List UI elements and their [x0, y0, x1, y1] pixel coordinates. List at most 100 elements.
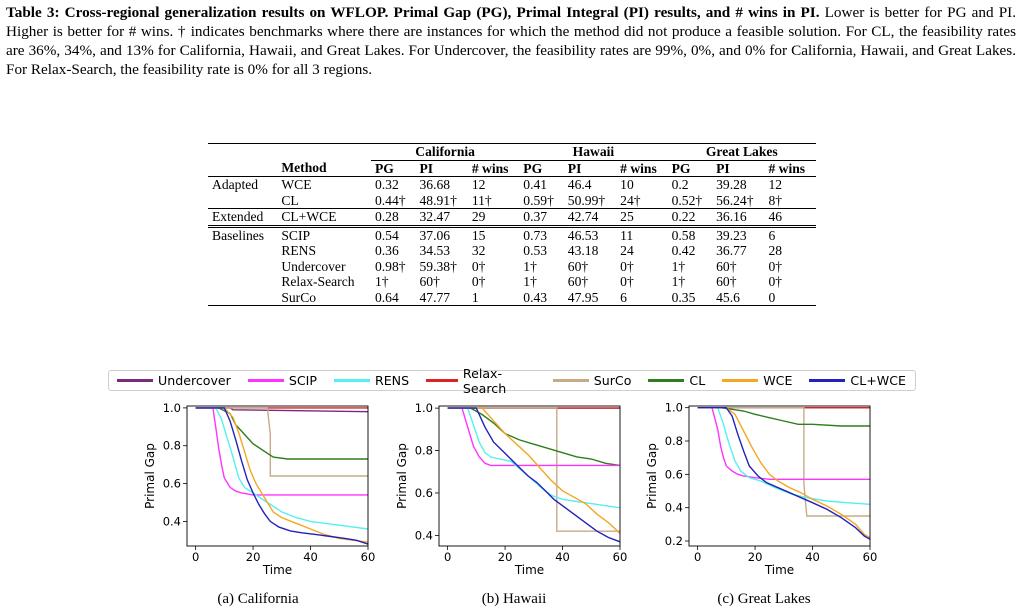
subcaption-hawaii: (b) Hawaii — [481, 591, 547, 607]
value-cell: 0.44† — [374, 192, 406, 208]
group-label — [208, 274, 277, 290]
legend-item: Relax-Search — [418, 366, 536, 396]
caption-title: Cross-regional generalization results on… — [64, 4, 820, 21]
value-cell: 0.42 — [671, 243, 696, 258]
legend-item: SurCo — [545, 373, 631, 388]
y-tick-label: 0.6 — [415, 486, 433, 500]
value-cell: 0.36 — [374, 243, 399, 258]
value-cell: 60† — [716, 274, 737, 289]
x-tick-label: 0 — [694, 550, 701, 564]
metric-header: PI — [716, 160, 730, 176]
group-label: Baselines — [212, 227, 265, 243]
value-cell: 36.77 — [716, 243, 747, 258]
table-row: Baselines SCIP 0.54 37.06 15 0.73 46.53 11 0.58 3… — [208, 226, 816, 243]
y-axis-label: Primal Gap — [395, 443, 409, 509]
table-row: Adapted WCE 0.32 36.68 12 0.41 46.4 10 0.2 39.28 1… — [208, 176, 816, 193]
value-cell: 34.53 — [419, 243, 451, 258]
region-header: Great Lakes — [667, 143, 816, 161]
x-axis-label: Time — [262, 563, 292, 576]
y-tick-label: 1.0 — [415, 401, 433, 415]
value-cell: 10 — [620, 177, 634, 192]
value-cell: 60† — [716, 258, 737, 274]
value-cell: 0.53 — [523, 243, 548, 258]
method-cell: RENS — [281, 243, 317, 258]
value-cell: 1† — [523, 274, 537, 289]
value-cell: 0† — [471, 258, 486, 274]
x-tick-label: 40 — [555, 550, 570, 564]
series-line-cl — [447, 407, 620, 467]
value-cell: 12 — [471, 177, 486, 192]
value-cell: 0† — [471, 274, 486, 289]
method-cell: CL — [281, 192, 299, 208]
value-cell: 11 — [620, 227, 634, 243]
table-row: Relax-Search 1† 60† 0† 1† 60† 0† 1† 60† 0† — [208, 274, 816, 290]
y-tick-label: 0.6 — [163, 477, 181, 491]
table-row: SurCo 0.64 47.77 1 0.43 47.95 6 0.35 45.6 0 — [208, 290, 816, 306]
table-row: RENS 0.36 34.53 32 0.53 43.18 24 0.42 36.77 28 — [208, 243, 816, 259]
value-cell: 0.32 — [374, 177, 399, 192]
legend-item: CL — [640, 373, 705, 388]
plot-frame — [438, 405, 621, 547]
value-cell: 32.47 — [419, 209, 451, 224]
value-cell: 0.37 — [523, 209, 548, 224]
subcaption-california: (a) California — [217, 591, 299, 607]
legend-item: RENS — [326, 373, 409, 388]
legend-item: WCE — [714, 373, 792, 388]
legend-item: SCIP — [240, 373, 317, 388]
value-cell: 0.98† — [374, 258, 406, 274]
metric-header: # wins — [620, 160, 657, 176]
region-header: California — [370, 143, 520, 161]
legend-swatch — [552, 379, 589, 382]
legend-swatch — [333, 379, 370, 382]
region-header: Hawaii — [519, 143, 668, 161]
x-tick-label: 40 — [805, 550, 820, 564]
value-cell: 0† — [768, 274, 783, 289]
series-line-wce — [195, 407, 368, 543]
value-cell: 46 — [768, 209, 783, 224]
legend-swatch — [247, 379, 284, 382]
method-cell: Relax-Search — [281, 274, 355, 289]
value-cell: 0.54 — [374, 227, 399, 243]
value-cell: 6 — [620, 289, 627, 305]
legend-label: CL+WCE — [850, 373, 906, 388]
plot-frame — [186, 405, 369, 547]
metric-header: PI — [567, 160, 582, 176]
value-cell: 46.4 — [567, 177, 592, 192]
value-cell: 0.35 — [671, 289, 696, 305]
y-tick-label: 1.0 — [665, 401, 683, 415]
table-row: Undercover 0.98† 59.38† 0† 1† 60† 0† 1† 60† 0† — [208, 259, 816, 275]
value-cell: 1† — [671, 274, 686, 289]
series-line-cl-wce — [697, 406, 870, 540]
y-tick-label: 0.4 — [163, 514, 181, 528]
x-tick-label: 40 — [303, 550, 318, 564]
value-cell: 0† — [620, 274, 634, 289]
value-cell: 47.95 — [567, 289, 599, 305]
series-line-rens — [195, 407, 368, 530]
value-cell: 37.06 — [419, 227, 451, 243]
method-header: Method — [281, 160, 327, 176]
metric-header-row: Method PG PI # wins PG PI # wins PG PI #… — [208, 160, 816, 177]
legend-swatch — [426, 379, 458, 382]
value-cell: 32 — [471, 243, 486, 258]
metric-header: PG — [523, 160, 543, 176]
table-caption: Table 3: Cross-regional generalization r… — [6, 3, 1016, 79]
value-cell: 0.59† — [523, 192, 554, 208]
metric-header: # wins — [768, 160, 806, 176]
y-axis-label: Primal Gap — [143, 443, 157, 509]
value-cell: 36.68 — [419, 177, 451, 192]
legend-item: CL+WCE — [801, 373, 906, 388]
x-tick-label: 60 — [613, 550, 628, 564]
y-axis-label: Primal Gap — [645, 443, 659, 509]
metric-header: # wins — [471, 160, 509, 176]
value-cell: 60† — [567, 258, 589, 274]
y-tick-label: 0.8 — [665, 434, 683, 448]
series-line-surco — [697, 406, 870, 517]
value-cell: 39.23 — [716, 227, 747, 243]
value-cell: 1† — [671, 258, 686, 274]
table-row: CL 0.44† 48.91† 11† 0.59† 50.99† 24† 0.52† 56.24… — [208, 193, 816, 209]
metric-header: PG — [671, 160, 691, 176]
value-cell: 60† — [419, 274, 440, 289]
value-cell: 46.53 — [567, 227, 599, 243]
metric-header: PI — [419, 160, 434, 176]
legend-label: Undercover — [158, 373, 231, 388]
